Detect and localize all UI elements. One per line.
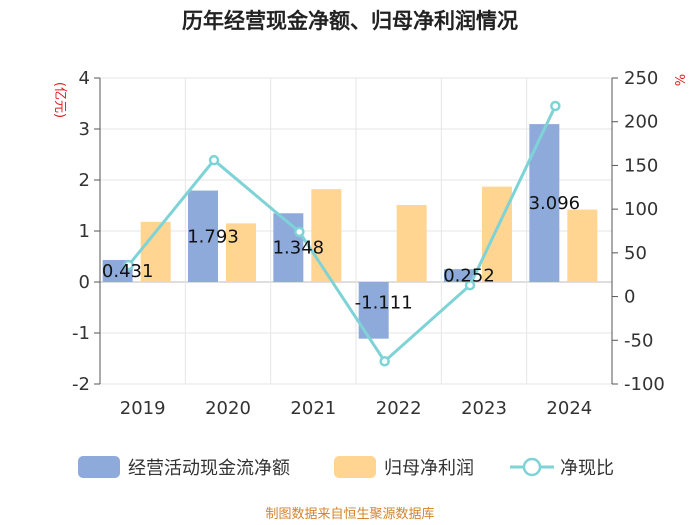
legend: 经营活动现金流净额 归母净利润 净现比: [78, 456, 614, 479]
line-point: [208, 154, 220, 166]
bar: [567, 209, 598, 282]
line-point: [550, 100, 561, 112]
x-tick-label: 2022: [376, 398, 422, 419]
right-tick-label: 50: [624, 243, 647, 264]
bar: [226, 223, 256, 282]
right-tick-label: -50: [624, 330, 653, 351]
x-tick-label: 2019: [120, 398, 166, 419]
left-tick-label: -2: [72, 374, 90, 395]
bar-value-label: 1.793: [187, 226, 239, 247]
line-point: [464, 279, 476, 291]
right-tick-label: 200: [624, 112, 658, 133]
x-tick-label: 2023: [461, 398, 507, 419]
right-tick-label: 150: [624, 155, 658, 176]
legend-label: 净现比: [560, 458, 614, 479]
bar: [311, 189, 342, 282]
x-tick-label: 2021: [290, 398, 336, 419]
bar-value-label: 0.252: [443, 266, 495, 287]
line-series: [123, 100, 561, 367]
data-labels: 0.431 1.793 1.348 -1.111 0.252 3.096: [102, 193, 580, 313]
bar: [188, 190, 218, 282]
right-axis-unit: %: [671, 74, 686, 86]
bar-value-label: 3.096: [529, 193, 581, 214]
left-tick-label: 3: [79, 119, 90, 140]
source-note: 制图数据来自恒生聚源数据库: [265, 506, 434, 522]
left-tick-label: 1: [79, 221, 90, 242]
right-tick-label: 250: [624, 68, 658, 89]
x-tick-label: 2020: [205, 398, 251, 419]
left-tick-label: 4: [79, 68, 90, 89]
legend-swatch: [78, 456, 120, 478]
bar: [396, 204, 427, 282]
bar-value-label: 1.348: [273, 238, 325, 259]
legend-swatch-marker: [522, 457, 542, 477]
line-point: [379, 356, 390, 367]
right-tick-label: 100: [624, 199, 658, 220]
bar: [444, 269, 474, 282]
bar: [273, 213, 304, 282]
bar-value-label: 0.431: [102, 261, 154, 282]
line-point: [123, 259, 134, 271]
bar: [482, 186, 512, 282]
left-tick-label: 0: [79, 272, 90, 293]
legend-swatch: [334, 456, 376, 478]
line-point: [294, 226, 305, 238]
left-tick-label: 2: [79, 170, 90, 191]
legend-label: 归母净利润: [384, 458, 474, 479]
chart-title: 历年经营现金净额、归母净利润情况: [182, 9, 518, 33]
left-axis-unit: (亿元): [52, 82, 67, 118]
series-line: [127, 105, 557, 364]
legend-label: 经营活动现金流净额: [128, 458, 290, 479]
right-tick-label: -100: [624, 374, 665, 395]
axes: 4 3 2 1 0 -1 -2 250 200 150 100 50 0 -50 -100 2019 2020 2…: [72, 68, 665, 419]
left-tick-label: -1: [72, 323, 90, 344]
bar-value-label: -1.111: [355, 292, 413, 313]
right-tick-label: 0: [624, 287, 635, 308]
x-tick-label: 2024: [546, 398, 592, 419]
